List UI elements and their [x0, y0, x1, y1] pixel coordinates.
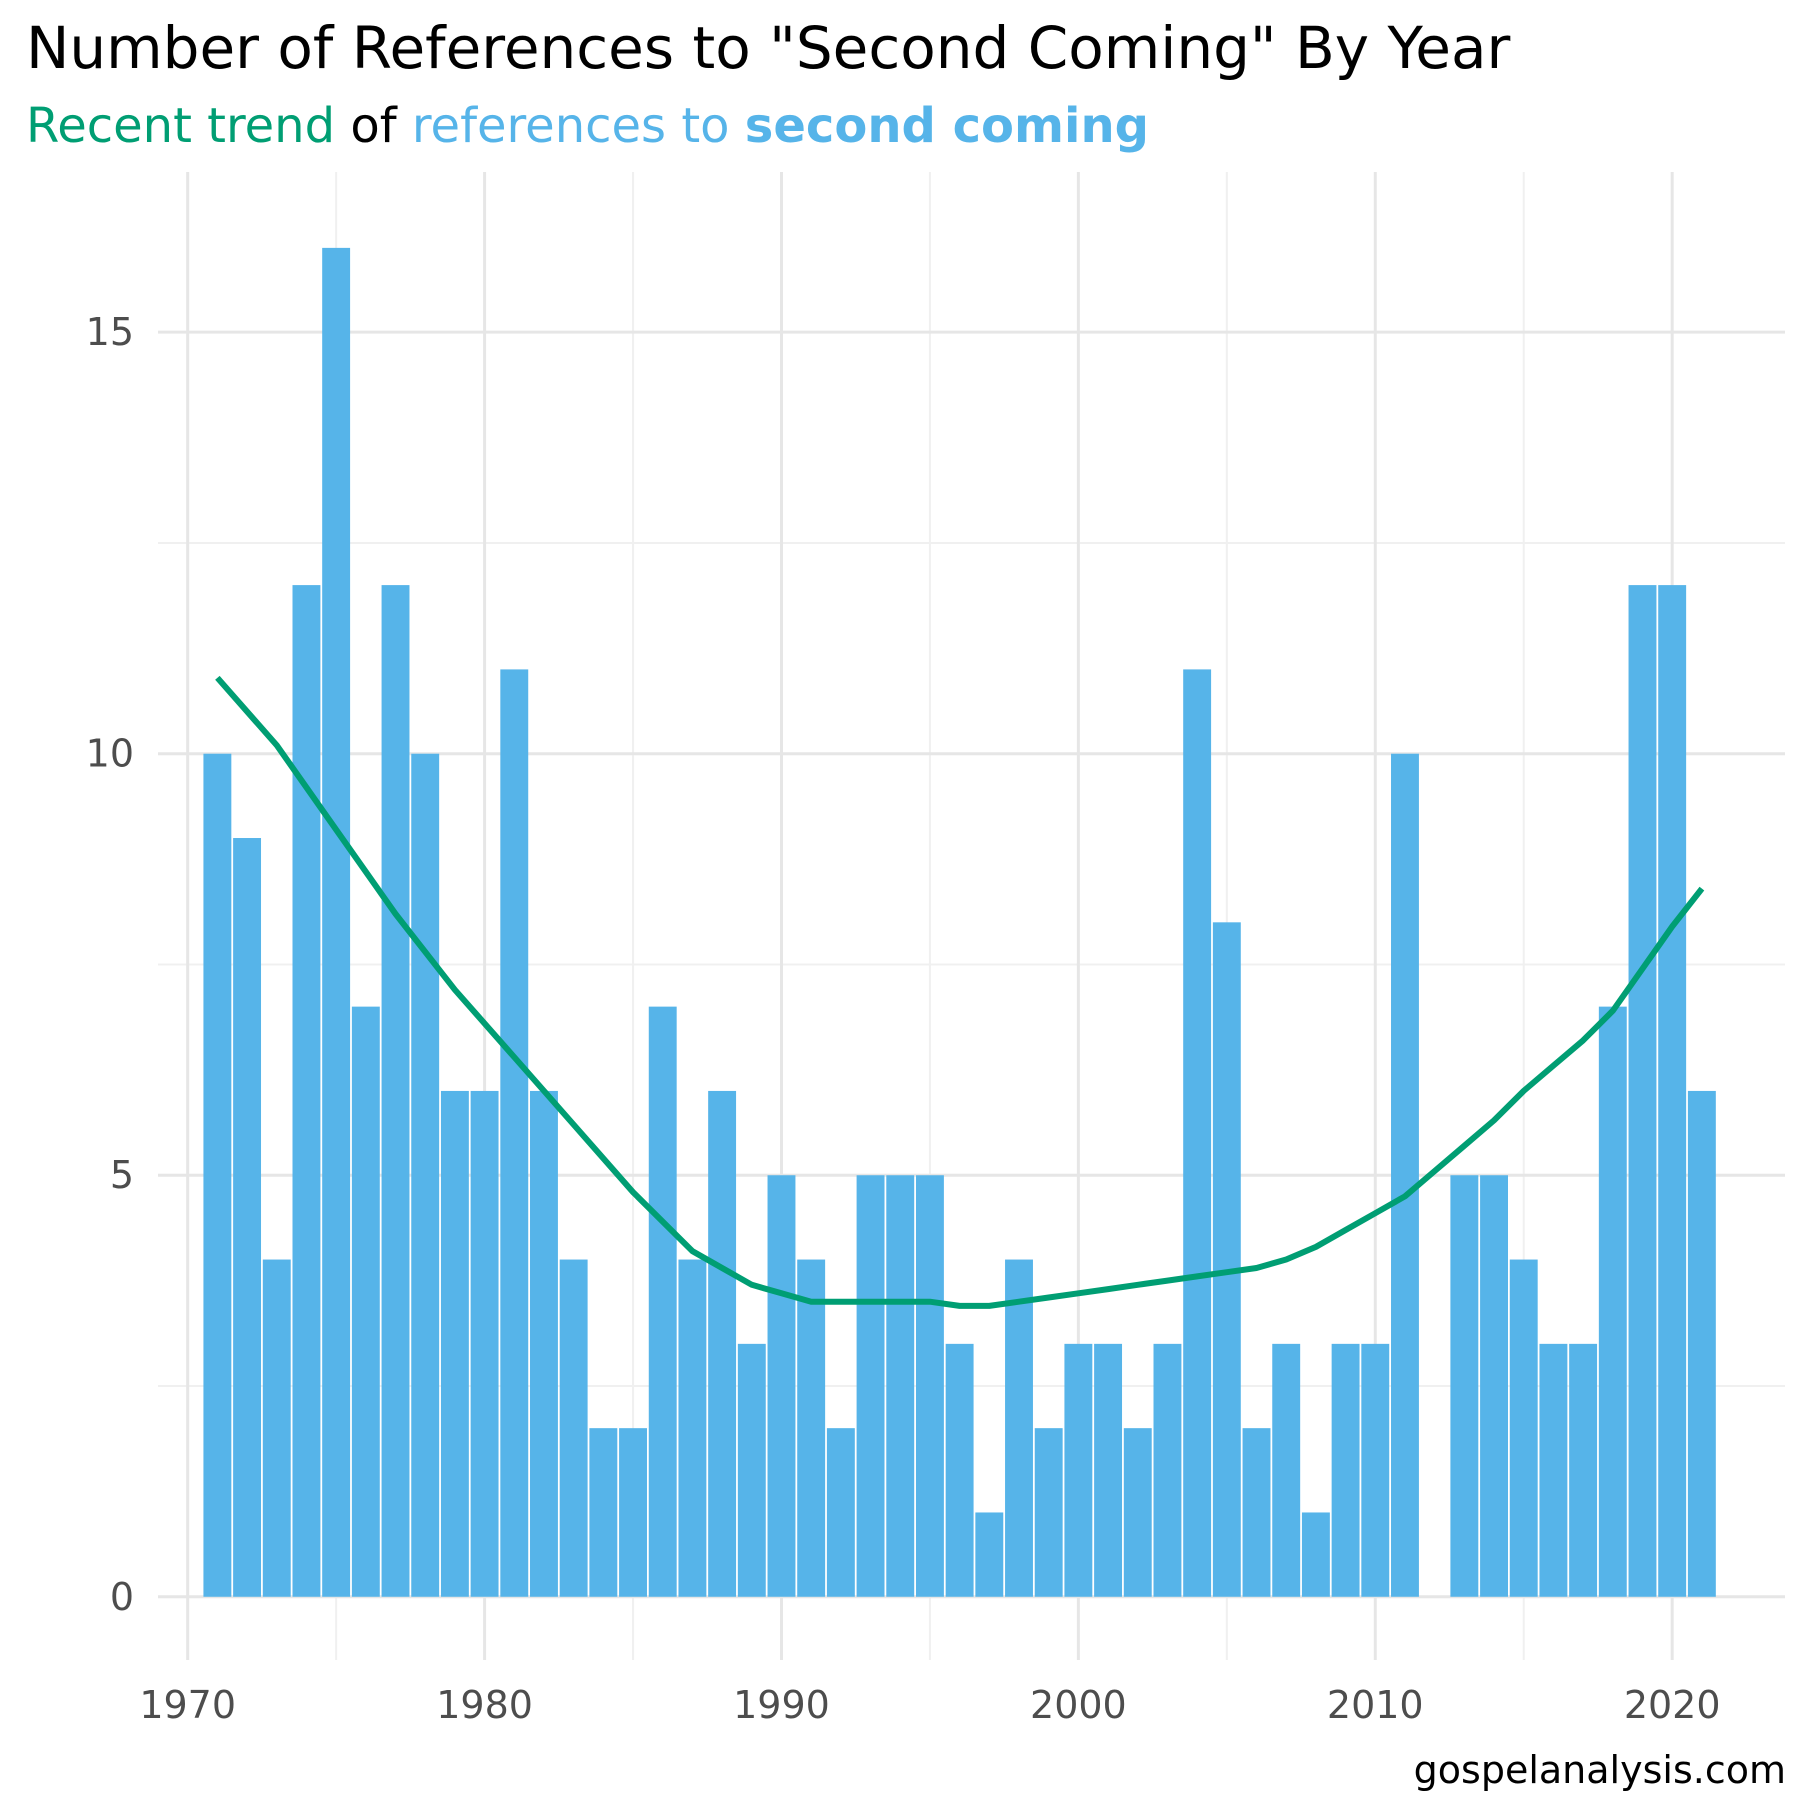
subtitle-second-coming-text: second coming: [744, 98, 1149, 154]
bars: [203, 247, 1716, 1597]
bar: [1569, 1343, 1598, 1597]
bar: [322, 247, 351, 1597]
subtitle-trend-text: Recent trend: [26, 98, 336, 154]
bar: [1539, 1343, 1568, 1597]
bar: [1361, 1343, 1390, 1597]
bar: [915, 1175, 944, 1597]
bar: [1153, 1343, 1182, 1597]
bar: [737, 1343, 766, 1597]
bar: [856, 1175, 885, 1597]
source-caption: gospelanalysis.com: [1413, 1748, 1786, 1792]
bar: [470, 1090, 499, 1597]
x-tick-label: 1980: [436, 1683, 533, 1727]
x-tick-label: 2010: [1327, 1683, 1424, 1727]
bar: [1005, 1259, 1033, 1597]
bar: [262, 1259, 291, 1597]
bar: [1450, 1175, 1479, 1597]
bar: [975, 1512, 1004, 1597]
x-tick-label: 1970: [139, 1683, 236, 1727]
bar: [1391, 753, 1419, 1597]
bar: [440, 1090, 469, 1597]
subtitle-of-text: of: [335, 98, 412, 154]
bar: [1480, 1175, 1508, 1597]
bar: [767, 1175, 796, 1597]
x-axis-ticks: 1970 1980 1990 2000 2010 2020: [139, 1683, 1720, 1727]
bar: [1094, 1343, 1123, 1597]
bar: [500, 669, 529, 1597]
x-tick-label: 2000: [1030, 1683, 1127, 1727]
bar: [1301, 1512, 1330, 1597]
bar: [381, 585, 410, 1597]
bar: [1658, 585, 1687, 1597]
bar: [203, 753, 232, 1597]
y-tick-label: 10: [86, 732, 134, 776]
bar: [648, 1006, 677, 1597]
bar: [411, 753, 440, 1597]
bar: [1064, 1343, 1093, 1597]
chart-title: Number of References to "Second Coming" …: [26, 14, 1511, 82]
bar: [589, 1428, 618, 1597]
bar: [678, 1259, 707, 1597]
bar: [886, 1175, 915, 1597]
y-tick-label: 5: [110, 1153, 134, 1197]
bar: [1628, 585, 1657, 1597]
bar: [1183, 669, 1212, 1597]
bar: [826, 1428, 855, 1597]
bar: [1123, 1428, 1152, 1597]
bar: [1034, 1428, 1063, 1597]
y-tick-label: 15: [86, 310, 134, 354]
bar: [1598, 1006, 1627, 1597]
trend-line: [215, 675, 1705, 1309]
trend-line-group: [215, 675, 1705, 1309]
bar: [233, 838, 262, 1597]
y-tick-label: 0: [110, 1575, 134, 1619]
bar: [708, 1090, 737, 1597]
y-axis-ticks: 0 5 10 15: [86, 310, 134, 1619]
bar: [945, 1343, 974, 1597]
bar: [1212, 922, 1241, 1597]
x-tick-label: 2020: [1624, 1683, 1721, 1727]
bar: [559, 1259, 588, 1597]
bar: [619, 1428, 647, 1597]
bar: [351, 1006, 380, 1597]
bar: [1272, 1343, 1301, 1597]
bar: [1687, 1090, 1716, 1597]
x-tick-label: 1990: [733, 1683, 830, 1727]
subtitle-references-text: references to: [411, 98, 745, 154]
bar: [530, 1090, 558, 1597]
bar: [292, 585, 321, 1597]
chart-subtitle: Recent trend of references to second com…: [26, 98, 1149, 154]
bar: [797, 1259, 826, 1597]
bar: [1331, 1343, 1360, 1597]
bar: [1242, 1428, 1271, 1597]
bar: [1509, 1259, 1538, 1597]
